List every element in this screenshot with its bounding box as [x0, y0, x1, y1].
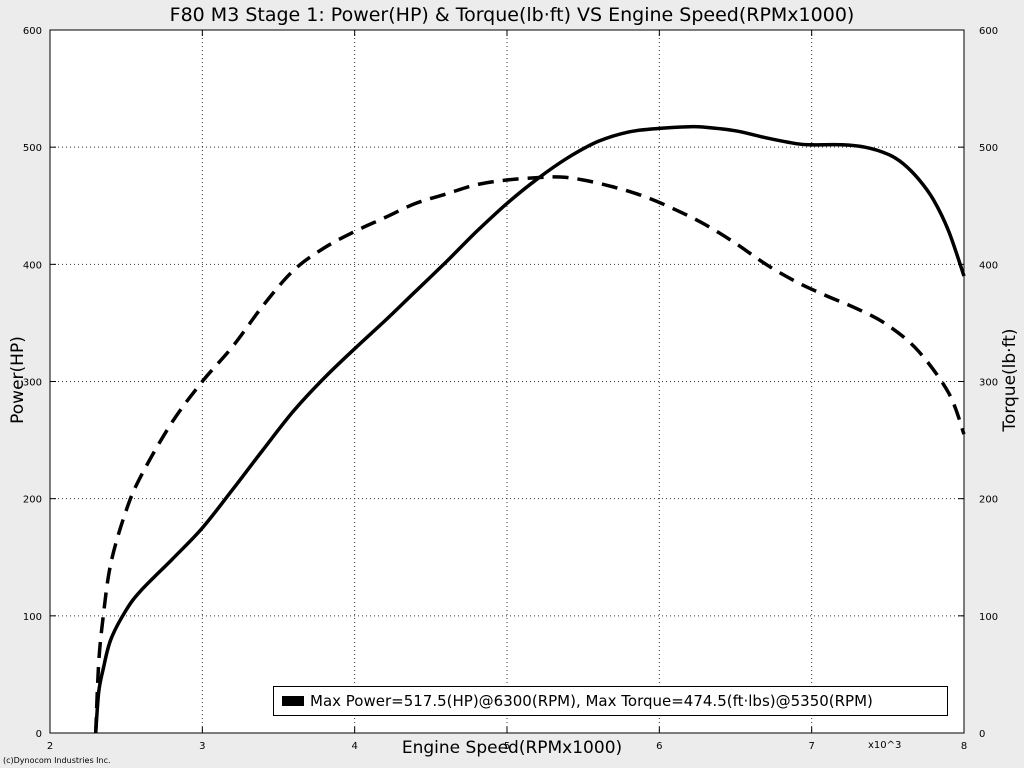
y-tick-label-left: 300 [23, 378, 42, 389]
chart-title: F80 M3 Stage 1: Power(HP) & Torque(lb·ft… [169, 4, 855, 26]
y-tick-label-right: 0 [979, 729, 985, 740]
y-tick-label-right: 600 [979, 26, 998, 37]
chart-legend: Max Power=517.5(HP)@6300(RPM), Max Torqu… [273, 686, 948, 716]
x-tick-label: 2 [47, 741, 53, 752]
y-tick-label-right: 500 [979, 143, 998, 154]
y-tick-label-left: 100 [23, 612, 42, 623]
y-tick-label-right: 300 [979, 378, 998, 389]
y-tick-label-left: 200 [23, 495, 42, 506]
y-tick-label-left: 500 [23, 143, 42, 154]
legend-swatch [282, 696, 304, 706]
x-tick-label: 4 [351, 741, 357, 752]
y-tick-label-right: 100 [979, 612, 998, 623]
y-tick-label-left: 400 [23, 260, 42, 271]
x-tick-label: 6 [656, 741, 662, 752]
y-tick-label-right: 200 [979, 495, 998, 506]
legend-text: Max Power=517.5(HP)@6300(RPM), Max Torqu… [310, 692, 873, 710]
x-tick-label: 7 [808, 741, 814, 752]
x-tick-label: 3 [199, 741, 205, 752]
x-scale-note: x10^3 [868, 740, 902, 751]
y-axis-label-right: Torque(lb·ft) [1000, 328, 1020, 432]
y-tick-label-left: 600 [23, 26, 42, 37]
torque-series-line [93, 175, 966, 734]
x-axis-label: Engine Speed(RPMx1000) [401, 738, 623, 758]
y-axis-label-left: Power(HP) [8, 336, 28, 424]
y-tick-label-left: 0 [36, 729, 42, 740]
y-tick-label-right: 400 [979, 260, 998, 271]
x-tick-label: 5 [504, 741, 510, 752]
credit-text: (c)Dynocom Industries Inc. [3, 756, 111, 765]
x-tick-label: 8 [961, 741, 967, 752]
